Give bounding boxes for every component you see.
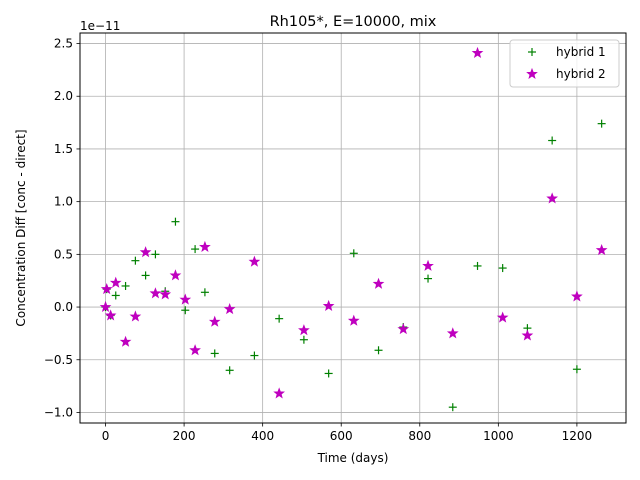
- series-1: [99, 46, 608, 399]
- data-point: [121, 281, 130, 290]
- data-point: [572, 365, 581, 374]
- axes-frame: [79, 32, 627, 424]
- data-point: [189, 344, 201, 356]
- data-point: [159, 288, 172, 300]
- axis-ticks: 0 200 400 600 800 1000 1200 −1.0 −0.5 0.0 0.5 1.0 1.…: [44, 37, 592, 443]
- data-point: [139, 246, 152, 258]
- plot-area: 0 200 400 600 800 1000 1200 −1.0 −0.5 0.0 0.5 1.0 1.…: [44, 32, 627, 443]
- data-point: [149, 287, 162, 299]
- y-axis-label: Concentration Diff [conc - direct]: [14, 129, 28, 326]
- data-point: [471, 46, 484, 58]
- y-tick-label: 1.5: [54, 142, 73, 156]
- data-point: [397, 323, 410, 335]
- data-point: [422, 259, 434, 271]
- data-point: [109, 276, 122, 288]
- data-point: [571, 290, 583, 302]
- data-point: [597, 119, 606, 128]
- data-point: [374, 346, 383, 355]
- y-tick-label: 2.0: [54, 89, 73, 103]
- data-point: [179, 293, 192, 305]
- data-point: [273, 387, 285, 399]
- data-point: [104, 309, 117, 321]
- chart-title: Rh105*, E=10000, mix: [270, 14, 437, 30]
- y-tick-label: 1.0: [54, 195, 73, 209]
- data-point: [151, 250, 160, 259]
- data-point: [496, 311, 509, 323]
- data-point: [424, 274, 433, 283]
- x-tick-label: 0: [102, 429, 110, 443]
- legend-marker-hybrid-2: [526, 67, 538, 79]
- data-point: [200, 288, 209, 297]
- x-axis-label: Time (days): [317, 451, 389, 465]
- data-point: [199, 240, 211, 252]
- y-tick-label: −0.5: [44, 353, 73, 367]
- data-point: [349, 249, 358, 258]
- data-point: [448, 403, 457, 412]
- x-tick-label: 200: [173, 429, 196, 443]
- legend-marker-hybrid-1: [528, 48, 536, 56]
- legend: hybrid 1 hybrid 2: [509, 39, 620, 88]
- data-point: [225, 366, 234, 375]
- legend-label-hybrid-1: hybrid 1: [556, 45, 606, 59]
- data-point: [169, 269, 182, 281]
- data-point: [210, 349, 219, 358]
- data-point: [111, 291, 120, 300]
- y-tick-label: 2.5: [54, 37, 73, 51]
- y-tick-label: 0.0: [54, 300, 73, 314]
- data-point: [141, 271, 150, 280]
- data-point: [299, 335, 308, 344]
- data-point: [548, 136, 557, 145]
- data-point: [99, 300, 112, 313]
- data-point: [171, 217, 180, 226]
- data-point: [131, 256, 140, 265]
- data-point: [498, 264, 507, 273]
- x-tick-label: 400: [251, 429, 274, 443]
- data-point: [250, 351, 259, 360]
- x-tick-label: 1200: [562, 429, 593, 443]
- data-point: [347, 314, 360, 326]
- x-tick-label: 600: [330, 429, 353, 443]
- data-point: [248, 255, 261, 267]
- data-point: [521, 329, 534, 341]
- legend-marker: [526, 67, 538, 79]
- data-point: [129, 310, 142, 322]
- data-series: [99, 46, 608, 412]
- data-point: [208, 315, 221, 327]
- data-point: [322, 299, 335, 311]
- y-axis-offset-label: 1e−11: [80, 19, 120, 33]
- data-point: [181, 306, 190, 315]
- y-tick-label: −1.0: [44, 405, 73, 419]
- data-point: [446, 327, 459, 339]
- y-tick-label: 0.5: [54, 247, 73, 261]
- legend-box: [509, 39, 620, 88]
- data-point: [324, 369, 333, 378]
- legend-marker: [528, 48, 536, 56]
- data-point: [473, 261, 482, 270]
- grid-lines: [80, 33, 626, 423]
- data-point: [223, 303, 236, 315]
- data-point: [546, 192, 558, 204]
- x-tick-label: 800: [408, 429, 431, 443]
- data-point: [191, 245, 200, 254]
- data-point: [372, 277, 385, 289]
- data-point: [119, 335, 132, 347]
- data-point: [100, 282, 113, 295]
- data-point: [595, 243, 608, 256]
- axes-background: [80, 33, 626, 423]
- data-point: [275, 314, 284, 323]
- legend-label-hybrid-2: hybrid 2: [556, 67, 606, 81]
- data-point: [298, 324, 310, 336]
- x-tick-label: 1000: [483, 429, 514, 443]
